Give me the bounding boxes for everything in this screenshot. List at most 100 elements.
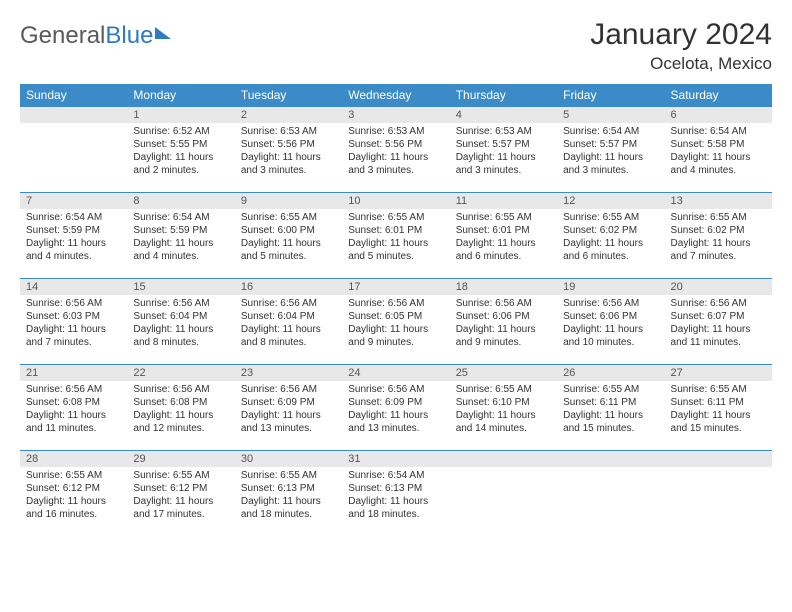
- day-number: 11: [450, 193, 557, 209]
- day-number: 29: [127, 451, 234, 467]
- sunrise-text: Sunrise: 6:53 AM: [241, 125, 336, 138]
- sunrise-text: Sunrise: 6:56 AM: [348, 383, 443, 396]
- sunrise-text: Sunrise: 6:55 AM: [671, 211, 766, 224]
- title-month: January 2024: [590, 18, 772, 52]
- daylight-text: Daylight: 11 hours and 6 minutes.: [563, 237, 658, 263]
- day-number: [450, 451, 557, 467]
- day-number: 4: [450, 107, 557, 123]
- day-details: Sunrise: 6:54 AMSunset: 6:13 PMDaylight:…: [342, 467, 449, 525]
- day-number: [557, 451, 664, 467]
- calendar-cell: 22Sunrise: 6:56 AMSunset: 6:08 PMDayligh…: [127, 365, 234, 451]
- day-details: Sunrise: 6:55 AMSunset: 6:13 PMDaylight:…: [235, 467, 342, 525]
- day-details: Sunrise: 6:54 AMSunset: 5:59 PMDaylight:…: [20, 209, 127, 267]
- daylight-text: Daylight: 11 hours and 4 minutes.: [26, 237, 121, 263]
- sunrise-text: Sunrise: 6:56 AM: [26, 383, 121, 396]
- sunset-text: Sunset: 6:11 PM: [671, 396, 766, 409]
- daylight-text: Daylight: 11 hours and 5 minutes.: [348, 237, 443, 263]
- day-details: [450, 467, 557, 521]
- day-details: Sunrise: 6:56 AMSunset: 6:09 PMDaylight:…: [235, 381, 342, 439]
- sunrise-text: Sunrise: 6:56 AM: [563, 297, 658, 310]
- sunset-text: Sunset: 6:02 PM: [563, 224, 658, 237]
- day-number: 23: [235, 365, 342, 381]
- calendar-cell: 7Sunrise: 6:54 AMSunset: 5:59 PMDaylight…: [20, 193, 127, 279]
- calendar-cell: 5Sunrise: 6:54 AMSunset: 5:57 PMDaylight…: [557, 107, 664, 193]
- calendar-row: 14Sunrise: 6:56 AMSunset: 6:03 PMDayligh…: [20, 279, 772, 365]
- day-details: Sunrise: 6:54 AMSunset: 5:59 PMDaylight:…: [127, 209, 234, 267]
- sunrise-text: Sunrise: 6:52 AM: [133, 125, 228, 138]
- sunrise-text: Sunrise: 6:56 AM: [456, 297, 551, 310]
- day-details: Sunrise: 6:55 AMSunset: 6:12 PMDaylight:…: [20, 467, 127, 525]
- daylight-text: Daylight: 11 hours and 14 minutes.: [456, 409, 551, 435]
- calendar-cell: 15Sunrise: 6:56 AMSunset: 6:04 PMDayligh…: [127, 279, 234, 365]
- weekday-header: Thursday: [450, 84, 557, 107]
- daylight-text: Daylight: 11 hours and 18 minutes.: [348, 495, 443, 521]
- calendar-cell: [450, 451, 557, 537]
- sunrise-text: Sunrise: 6:56 AM: [241, 383, 336, 396]
- day-number: 6: [665, 107, 772, 123]
- sunrise-text: Sunrise: 6:53 AM: [348, 125, 443, 138]
- sunset-text: Sunset: 6:02 PM: [671, 224, 766, 237]
- day-number: 9: [235, 193, 342, 209]
- day-details: Sunrise: 6:55 AMSunset: 6:10 PMDaylight:…: [450, 381, 557, 439]
- day-details: Sunrise: 6:56 AMSunset: 6:08 PMDaylight:…: [127, 381, 234, 439]
- sunset-text: Sunset: 6:08 PM: [133, 396, 228, 409]
- day-details: Sunrise: 6:55 AMSunset: 6:00 PMDaylight:…: [235, 209, 342, 267]
- day-number: 13: [665, 193, 772, 209]
- sunrise-text: Sunrise: 6:56 AM: [26, 297, 121, 310]
- calendar-cell: 26Sunrise: 6:55 AMSunset: 6:11 PMDayligh…: [557, 365, 664, 451]
- weekday-header: Friday: [557, 84, 664, 107]
- day-details: Sunrise: 6:56 AMSunset: 6:06 PMDaylight:…: [450, 295, 557, 353]
- day-details: Sunrise: 6:55 AMSunset: 6:11 PMDaylight:…: [665, 381, 772, 439]
- day-number: 22: [127, 365, 234, 381]
- day-details: Sunrise: 6:56 AMSunset: 6:03 PMDaylight:…: [20, 295, 127, 353]
- sunset-text: Sunset: 6:10 PM: [456, 396, 551, 409]
- daylight-text: Daylight: 11 hours and 13 minutes.: [241, 409, 336, 435]
- sunrise-text: Sunrise: 6:55 AM: [456, 383, 551, 396]
- calendar-cell: 3Sunrise: 6:53 AMSunset: 5:56 PMDaylight…: [342, 107, 449, 193]
- calendar-row: 28Sunrise: 6:55 AMSunset: 6:12 PMDayligh…: [20, 451, 772, 537]
- calendar-cell: 21Sunrise: 6:56 AMSunset: 6:08 PMDayligh…: [20, 365, 127, 451]
- day-number: 10: [342, 193, 449, 209]
- day-number: 2: [235, 107, 342, 123]
- day-number: 30: [235, 451, 342, 467]
- calendar-cell: [665, 451, 772, 537]
- calendar-body: 1Sunrise: 6:52 AMSunset: 5:55 PMDaylight…: [20, 107, 772, 537]
- sunset-text: Sunset: 5:57 PM: [456, 138, 551, 151]
- day-details: Sunrise: 6:53 AMSunset: 5:56 PMDaylight:…: [342, 123, 449, 181]
- calendar-cell: 25Sunrise: 6:55 AMSunset: 6:10 PMDayligh…: [450, 365, 557, 451]
- sunset-text: Sunset: 5:59 PM: [26, 224, 121, 237]
- title-block: January 2024 Ocelota, Mexico: [590, 18, 772, 74]
- weekday-header: Sunday: [20, 84, 127, 107]
- calendar-cell: 14Sunrise: 6:56 AMSunset: 6:03 PMDayligh…: [20, 279, 127, 365]
- daylight-text: Daylight: 11 hours and 12 minutes.: [133, 409, 228, 435]
- daylight-text: Daylight: 11 hours and 8 minutes.: [241, 323, 336, 349]
- sunrise-text: Sunrise: 6:54 AM: [26, 211, 121, 224]
- sunrise-text: Sunrise: 6:55 AM: [241, 211, 336, 224]
- weekday-header-row: Sunday Monday Tuesday Wednesday Thursday…: [20, 84, 772, 107]
- day-details: Sunrise: 6:56 AMSunset: 6:04 PMDaylight:…: [127, 295, 234, 353]
- day-details: Sunrise: 6:56 AMSunset: 6:05 PMDaylight:…: [342, 295, 449, 353]
- daylight-text: Daylight: 11 hours and 11 minutes.: [26, 409, 121, 435]
- sunrise-text: Sunrise: 6:54 AM: [563, 125, 658, 138]
- daylight-text: Daylight: 11 hours and 3 minutes.: [456, 151, 551, 177]
- weekday-header: Wednesday: [342, 84, 449, 107]
- logo: GeneralBlue: [20, 18, 171, 50]
- day-details: Sunrise: 6:55 AMSunset: 6:02 PMDaylight:…: [557, 209, 664, 267]
- calendar-cell: [20, 107, 127, 193]
- daylight-text: Daylight: 11 hours and 15 minutes.: [671, 409, 766, 435]
- day-number: 28: [20, 451, 127, 467]
- day-details: Sunrise: 6:54 AMSunset: 5:58 PMDaylight:…: [665, 123, 772, 181]
- day-details: Sunrise: 6:56 AMSunset: 6:04 PMDaylight:…: [235, 295, 342, 353]
- sunset-text: Sunset: 6:00 PM: [241, 224, 336, 237]
- sunrise-text: Sunrise: 6:54 AM: [133, 211, 228, 224]
- calendar-cell: 31Sunrise: 6:54 AMSunset: 6:13 PMDayligh…: [342, 451, 449, 537]
- calendar-cell: 2Sunrise: 6:53 AMSunset: 5:56 PMDaylight…: [235, 107, 342, 193]
- daylight-text: Daylight: 11 hours and 9 minutes.: [456, 323, 551, 349]
- day-details: Sunrise: 6:56 AMSunset: 6:06 PMDaylight:…: [557, 295, 664, 353]
- daylight-text: Daylight: 11 hours and 9 minutes.: [348, 323, 443, 349]
- day-details: [665, 467, 772, 521]
- sunrise-text: Sunrise: 6:56 AM: [671, 297, 766, 310]
- weekday-header: Tuesday: [235, 84, 342, 107]
- calendar-table: Sunday Monday Tuesday Wednesday Thursday…: [20, 84, 772, 537]
- weekday-header: Saturday: [665, 84, 772, 107]
